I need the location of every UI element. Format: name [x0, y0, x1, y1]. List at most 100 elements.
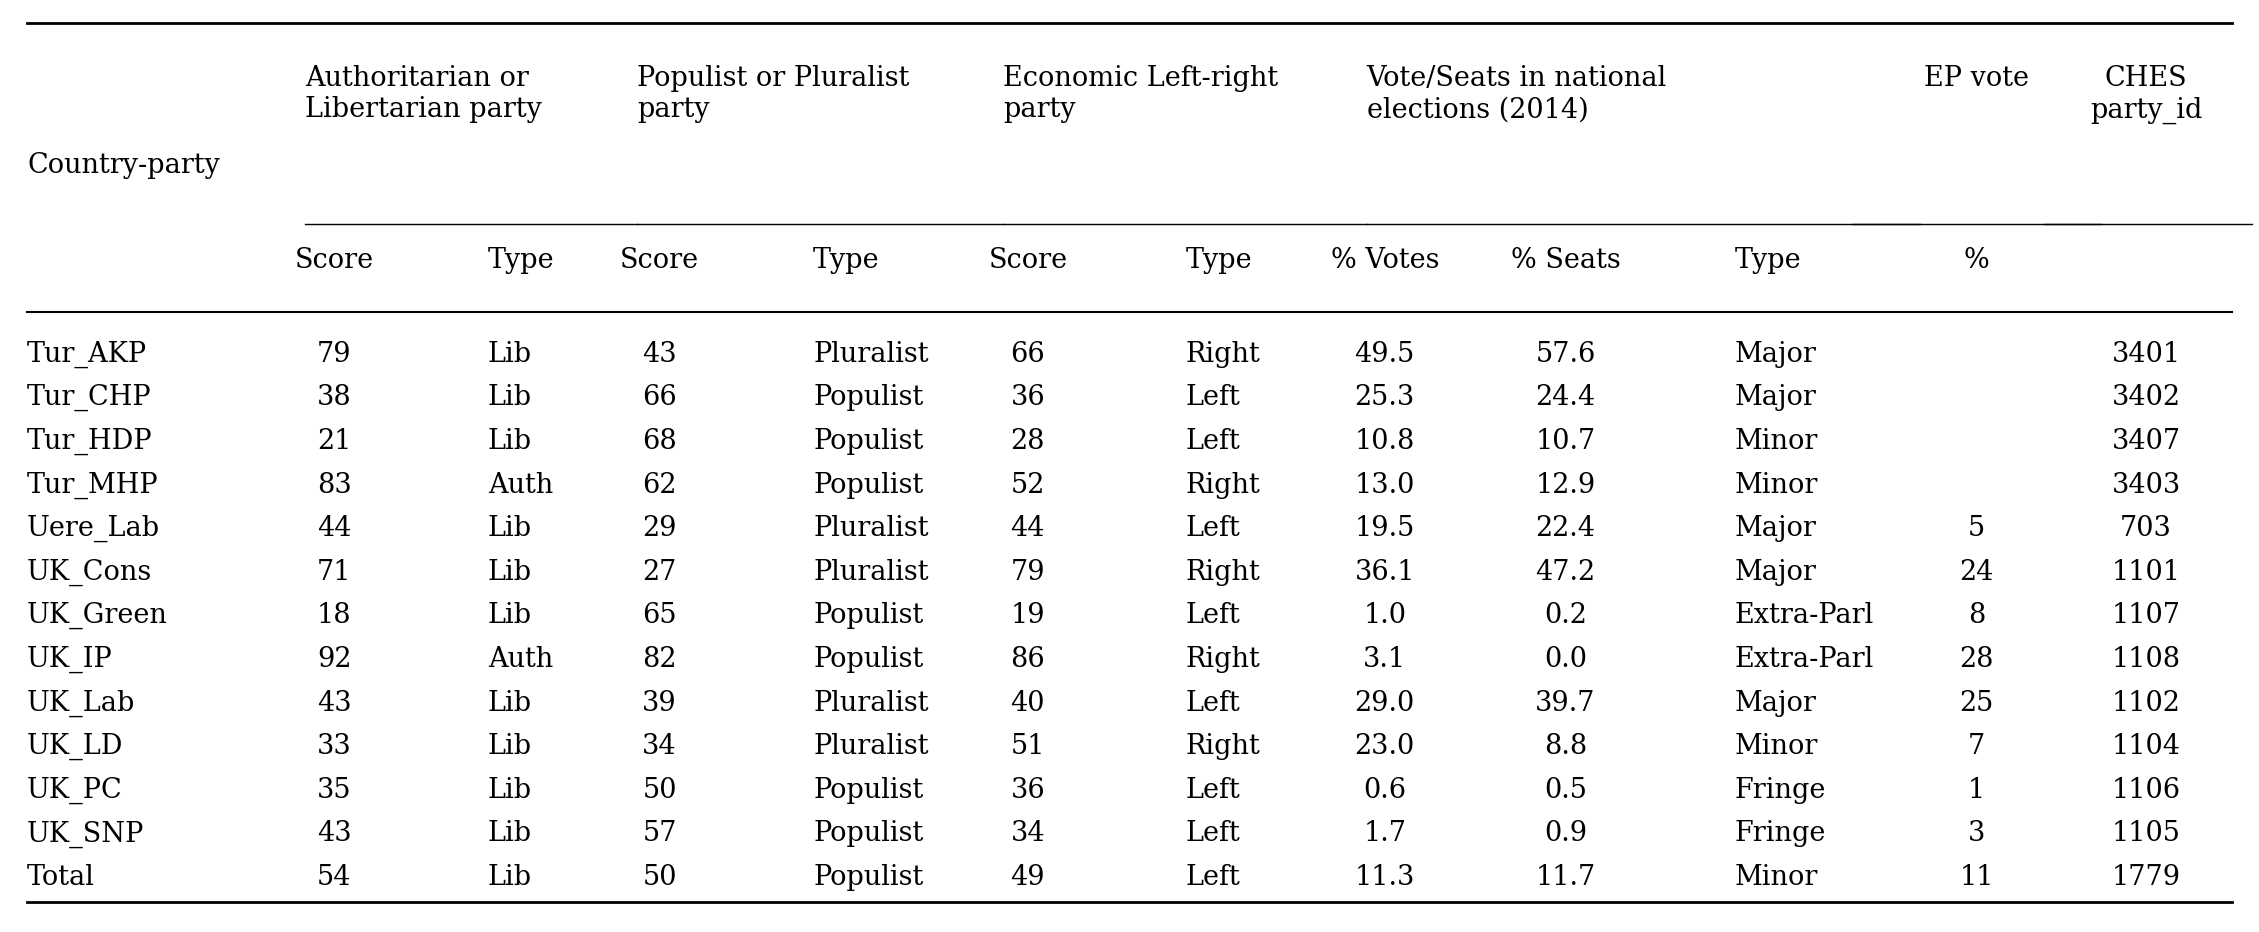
Text: Economic Left-right
party: Economic Left-right party [1003, 65, 1279, 123]
Text: 39.7: 39.7 [1536, 690, 1595, 717]
Text: 57.6: 57.6 [1536, 341, 1595, 367]
Text: Score: Score [619, 248, 700, 274]
Text: 3401: 3401 [2112, 341, 2180, 367]
Text: Populist or Pluralist
party: Populist or Pluralist party [637, 65, 910, 123]
Text: 19: 19 [1010, 602, 1046, 629]
Text: EP vote: EP vote [1925, 65, 2029, 92]
Text: 86: 86 [1010, 646, 1046, 673]
Text: 3402: 3402 [2112, 384, 2180, 411]
Text: Type: Type [1735, 248, 1800, 274]
Text: 50: 50 [642, 777, 678, 803]
Text: Country-party: Country-party [27, 152, 219, 179]
Text: 1.7: 1.7 [1362, 820, 1407, 847]
Text: 0.9: 0.9 [1543, 820, 1588, 847]
Text: Lib: Lib [488, 428, 533, 455]
Text: Left: Left [1186, 515, 1240, 542]
Text: Major: Major [1735, 515, 1816, 542]
Text: 62: 62 [642, 472, 678, 499]
Text: Lib: Lib [488, 690, 533, 717]
Text: 51: 51 [1010, 733, 1046, 761]
Text: Score: Score [987, 248, 1069, 274]
Text: 24.4: 24.4 [1536, 384, 1595, 411]
Text: 34: 34 [1010, 820, 1046, 847]
Text: UK_IP: UK_IP [27, 646, 113, 673]
Text: CHES
party_id: CHES party_id [2090, 65, 2203, 124]
Text: Left: Left [1186, 428, 1240, 455]
Text: 19.5: 19.5 [1355, 515, 1414, 542]
Text: 8: 8 [1968, 602, 1986, 629]
Text: UK_Green: UK_Green [27, 602, 167, 629]
Text: 703: 703 [2121, 515, 2171, 542]
Text: 5: 5 [1968, 515, 1986, 542]
Text: Lib: Lib [488, 515, 533, 542]
Text: Lib: Lib [488, 559, 533, 585]
Text: 35: 35 [316, 777, 352, 803]
Text: UK_LD: UK_LD [27, 733, 124, 761]
Text: Right: Right [1186, 341, 1261, 367]
Text: %: % [1963, 248, 1990, 274]
Text: Uere_Lab: Uere_Lab [27, 515, 160, 542]
Text: Major: Major [1735, 559, 1816, 585]
Text: 21: 21 [316, 428, 352, 455]
Text: Type: Type [488, 248, 553, 274]
Text: Populist: Populist [813, 602, 924, 629]
Text: 23.0: 23.0 [1355, 733, 1414, 761]
Text: Type: Type [1186, 248, 1251, 274]
Text: 3.1: 3.1 [1362, 646, 1407, 673]
Text: 24: 24 [1959, 559, 1995, 585]
Text: Auth: Auth [488, 472, 553, 499]
Text: Minor: Minor [1735, 472, 1818, 499]
Text: 0.5: 0.5 [1543, 777, 1588, 803]
Text: 11.7: 11.7 [1536, 864, 1595, 891]
Text: 47.2: 47.2 [1536, 559, 1595, 585]
Text: Left: Left [1186, 820, 1240, 847]
Text: 36: 36 [1010, 384, 1046, 411]
Text: 40: 40 [1010, 690, 1046, 717]
Text: Lib: Lib [488, 341, 533, 367]
Text: 36: 36 [1010, 777, 1046, 803]
Text: 92: 92 [316, 646, 352, 673]
Text: Tur_CHP: Tur_CHP [27, 384, 151, 411]
Text: Left: Left [1186, 777, 1240, 803]
Text: % Votes: % Votes [1331, 248, 1439, 274]
Text: 83: 83 [316, 472, 352, 499]
Text: Authoritarian or
Libertarian party: Authoritarian or Libertarian party [305, 65, 542, 123]
Text: Pluralist: Pluralist [813, 559, 928, 585]
Text: 22.4: 22.4 [1536, 515, 1595, 542]
Text: Tur_AKP: Tur_AKP [27, 340, 147, 368]
Text: Lib: Lib [488, 864, 533, 891]
Text: 10.7: 10.7 [1536, 428, 1595, 455]
Text: 3407: 3407 [2112, 428, 2180, 455]
Text: Lib: Lib [488, 602, 533, 629]
Text: Fringe: Fringe [1735, 777, 1825, 803]
Text: Extra-Parl: Extra-Parl [1735, 646, 1875, 673]
Text: 28: 28 [1959, 646, 1995, 673]
Text: 33: 33 [316, 733, 352, 761]
Text: 29.0: 29.0 [1355, 690, 1414, 717]
Text: 10.8: 10.8 [1355, 428, 1414, 455]
Text: Pluralist: Pluralist [813, 515, 928, 542]
Text: Left: Left [1186, 690, 1240, 717]
Text: Populist: Populist [813, 777, 924, 803]
Text: Auth: Auth [488, 646, 553, 673]
Text: Populist: Populist [813, 472, 924, 499]
Text: Major: Major [1735, 384, 1816, 411]
Text: Total: Total [27, 864, 95, 891]
Text: Tur_MHP: Tur_MHP [27, 472, 158, 499]
Text: 1779: 1779 [2112, 864, 2180, 891]
Text: 79: 79 [1010, 559, 1046, 585]
Text: 36.1: 36.1 [1355, 559, 1414, 585]
Text: 1.0: 1.0 [1362, 602, 1407, 629]
Text: Pluralist: Pluralist [813, 733, 928, 761]
Text: 49.5: 49.5 [1355, 341, 1414, 367]
Text: Major: Major [1735, 690, 1816, 717]
Text: 66: 66 [1010, 341, 1046, 367]
Text: Populist: Populist [813, 646, 924, 673]
Text: UK_SNP: UK_SNP [27, 820, 145, 847]
Text: Minor: Minor [1735, 428, 1818, 455]
Text: 50: 50 [642, 864, 678, 891]
Text: 1101: 1101 [2112, 559, 2180, 585]
Text: 8.8: 8.8 [1543, 733, 1588, 761]
Text: 71: 71 [316, 559, 352, 585]
Text: 1108: 1108 [2112, 646, 2180, 673]
